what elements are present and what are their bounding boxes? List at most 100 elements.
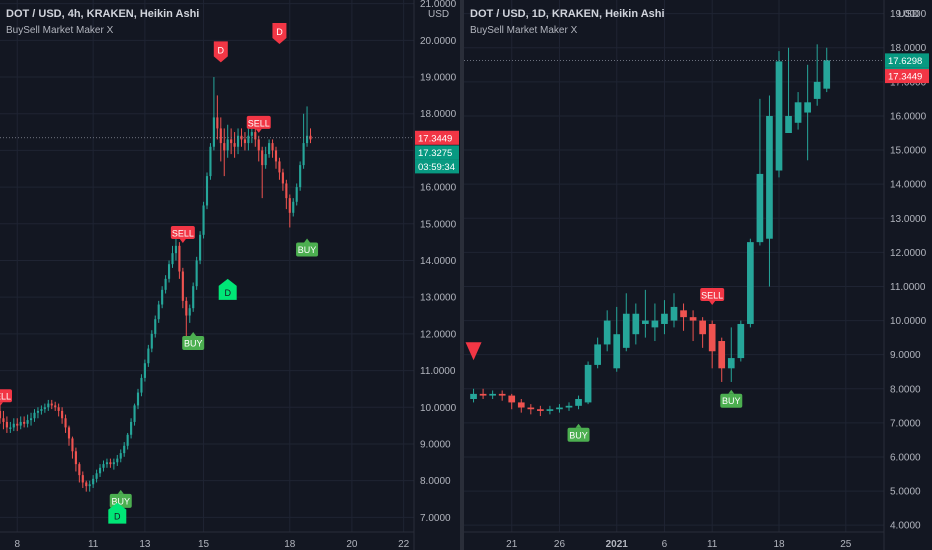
candle-body (268, 143, 271, 155)
buy-signal-pointer (304, 238, 311, 243)
buy-signal-box (567, 427, 590, 442)
candle-body (670, 306, 678, 321)
candle-body (136, 392, 140, 406)
price-tag-text: 17.3449 (888, 72, 922, 83)
candle-body (613, 334, 621, 369)
y-tick-label: 9.0000 (890, 350, 921, 361)
d-up-signal-shape (218, 278, 237, 300)
buy-signal-box (182, 336, 205, 351)
candle-body (126, 434, 129, 446)
price-tag-text: 17.3449 (418, 133, 452, 144)
candle-body (12, 423, 15, 428)
y-tick-label: 9.0000 (420, 439, 451, 450)
y-tick-label: 15.0000 (420, 219, 457, 230)
candle-body (143, 363, 146, 378)
candle-body (230, 139, 233, 144)
candle-body (2, 418, 5, 422)
candle-body (309, 135, 312, 140)
candle-body (527, 407, 535, 410)
candle-body (565, 405, 573, 408)
candle-body (254, 132, 257, 140)
candle-body (50, 403, 53, 406)
sell-signal-pointer (709, 300, 716, 305)
candle-body (257, 139, 260, 151)
chart-pane-1d[interactable]: 19.000018.000017.000016.000015.000014.00… (464, 0, 932, 550)
candle-body (226, 139, 229, 151)
candle-body (264, 154, 267, 166)
buy-signal-label: BUY (722, 396, 741, 406)
candle-body (479, 393, 487, 396)
candle-body (622, 313, 630, 348)
y-tick-label: 18.0000 (420, 109, 457, 120)
chart-1d[interactable]: 19.000018.000017.000016.000015.000014.00… (464, 0, 932, 550)
y-tick-label: 10.0000 (890, 316, 927, 327)
indicator-name: BuySell Market Maker X (470, 25, 578, 36)
candle-body (775, 61, 783, 171)
candle-body (185, 300, 188, 316)
candle-body (212, 117, 215, 147)
candle-body (178, 245, 181, 272)
candle-body (171, 253, 174, 265)
sell-signal-pointer (179, 238, 186, 243)
x-tick-label: 22 (398, 539, 410, 550)
candle-body (794, 102, 802, 123)
candle-body (281, 172, 284, 184)
candle-body (295, 187, 298, 202)
chart-4h[interactable]: 21.000020.000019.000018.000017.000016.00… (0, 0, 460, 550)
candle-body (188, 308, 191, 316)
candle-body (85, 482, 88, 487)
candle-body (61, 410, 64, 419)
candle-body (747, 242, 754, 324)
x-tick-label: 11 (88, 539, 99, 550)
candle-body (642, 320, 649, 324)
candle-body (43, 407, 46, 410)
candle-body (26, 420, 29, 424)
candle-body (508, 395, 516, 403)
y-tick-label: 19.0000 (420, 73, 457, 84)
buy-signal-box (720, 393, 743, 408)
sell-signal-label: SELL (172, 228, 194, 238)
d-signal-label: D (218, 45, 225, 55)
candle-body (23, 421, 26, 424)
candle-body (133, 405, 136, 422)
chart-pane-4h[interactable]: 21.000020.000019.000018.000017.000016.00… (0, 0, 460, 550)
candle-body (67, 427, 71, 439)
candle-body (292, 201, 295, 213)
candle-body (288, 198, 291, 213)
candle-body (123, 445, 126, 454)
candle-body (174, 245, 178, 254)
buy-signal-pointer (728, 389, 735, 394)
sell-signal-pointer (255, 128, 262, 133)
candle-body (240, 135, 243, 140)
candle-body (489, 393, 496, 396)
candle-body (130, 421, 133, 435)
x-tick-label: 8 (14, 539, 20, 550)
buy-signal-label: BUY (569, 430, 588, 440)
x-tick-label: 6 (662, 539, 668, 550)
candle-body (285, 183, 288, 199)
pane-divider[interactable] (460, 0, 464, 550)
candle-body (651, 320, 659, 328)
y-tick-label: 12.0000 (890, 248, 927, 259)
candle-body (47, 403, 50, 408)
y-tick-label: 15.0000 (890, 146, 927, 157)
y-tick-label: 8.0000 (420, 476, 451, 487)
d-signal-label: D (276, 27, 283, 37)
candle-body (299, 165, 302, 188)
d-down-signal-shape (272, 23, 287, 45)
candle-body (575, 399, 582, 406)
x-tick-label: 11 (707, 539, 718, 550)
chart-title: DOT / USD, 4h, KRAKEN, Heikin Ashi (6, 8, 200, 20)
down-triangle-marker (465, 342, 482, 361)
candle-body (718, 341, 726, 369)
candle-body (192, 286, 195, 309)
candle-body (236, 135, 240, 147)
price-tag-bg (885, 53, 929, 68)
candle-body (556, 407, 563, 410)
candle-body (219, 128, 222, 144)
candle-body (71, 438, 74, 452)
candle-body (632, 313, 640, 335)
sell-signal-label: SELL (701, 290, 723, 300)
price-tag-text: 17.6298 (888, 56, 922, 67)
buy-signal-pointer (190, 332, 197, 337)
